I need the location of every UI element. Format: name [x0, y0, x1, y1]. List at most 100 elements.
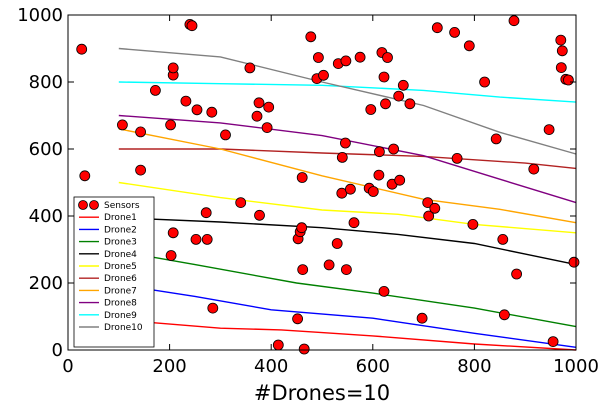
sensor-point	[423, 210, 435, 222]
sensor-point	[190, 233, 202, 245]
series-line-drone4	[118, 217, 577, 266]
sensor-point	[497, 233, 509, 245]
sensor-point	[165, 250, 177, 261]
series-line-drone3	[118, 250, 577, 328]
sensor-point	[336, 151, 348, 163]
legend-box	[73, 196, 155, 348]
sensor-point	[382, 52, 393, 63]
sensor-point	[79, 170, 91, 182]
sensor-point	[547, 336, 559, 348]
sensor-point	[263, 101, 275, 113]
series-line-drone10	[118, 47, 577, 155]
sensor-point	[555, 62, 567, 73]
sensor-point	[404, 98, 416, 110]
series-layer	[118, 47, 577, 351]
sensor-point	[528, 163, 540, 175]
sensor-point	[380, 98, 391, 110]
sensor-point	[490, 133, 502, 145]
sensor-point	[253, 97, 265, 109]
y-tick-label: 1000	[17, 5, 63, 26]
sensor-point	[191, 104, 203, 116]
sensor-point	[201, 233, 213, 245]
sensor-point	[261, 122, 273, 133]
sensor-point	[373, 146, 385, 158]
sensor-point	[296, 222, 308, 234]
sensor-point	[186, 20, 198, 32]
legend-label: Drone7	[104, 286, 137, 296]
sensor-point	[298, 343, 310, 355]
sensor-point	[397, 79, 409, 91]
sensor-point	[200, 207, 212, 219]
sensor-point	[393, 90, 405, 102]
sensor-point	[292, 313, 304, 325]
legend: Sensors Drone1 Drone2 Drone3 Drone4 Drone5 Dro…	[73, 196, 155, 348]
sensor-layer	[76, 15, 580, 355]
sensor-point	[378, 71, 390, 83]
sensor-point	[272, 339, 284, 351]
sensor-point	[167, 227, 179, 239]
sensor-point	[254, 209, 265, 221]
sensor-point	[296, 172, 308, 183]
sensor-point	[165, 119, 177, 131]
sensor-point	[563, 74, 574, 86]
legend-label: Drone6	[104, 274, 137, 284]
legend-marker-sensor	[78, 200, 88, 210]
sensor-point	[463, 40, 475, 52]
sensor-point	[207, 302, 219, 314]
sensor-point	[467, 218, 479, 230]
sensor-point	[451, 152, 463, 164]
sensor-point	[318, 69, 329, 81]
sensor-point	[556, 45, 568, 57]
legend-label: Drone4	[104, 250, 137, 260]
sensor-point	[498, 309, 510, 321]
sensor-point	[555, 34, 567, 46]
x-axis-label: #Drones=10	[254, 381, 390, 405]
legend-label: Drone3	[104, 238, 137, 248]
series-line-drone2	[118, 284, 577, 348]
sensor-point	[305, 31, 317, 43]
legend-marker-sensor	[89, 200, 99, 210]
x-tick-label: 400	[254, 356, 288, 377]
sensor-point	[206, 106, 218, 118]
sensor-point	[365, 104, 377, 115]
sensor-point	[297, 264, 309, 276]
legend-label: Drone8	[104, 299, 137, 309]
sensor-point	[167, 62, 179, 74]
sensor-point	[354, 51, 366, 63]
sensor-point	[378, 285, 390, 297]
y-tick-label: 400	[29, 206, 63, 227]
sensor-point	[511, 268, 522, 280]
y-tick-label: 0	[52, 340, 63, 361]
y-tick-label: 600	[29, 139, 63, 160]
sensor-point	[479, 76, 491, 88]
series-line-drone5	[118, 181, 577, 234]
x-tick-label: 0	[62, 356, 73, 377]
sensor-point	[220, 129, 231, 141]
x-tick-label: 800	[457, 356, 491, 377]
sensor-point	[251, 110, 263, 122]
sensor-point	[235, 197, 247, 209]
sensor-point	[508, 15, 520, 27]
sensor-point	[543, 124, 555, 136]
sensor-point	[367, 186, 379, 197]
legend-label: Sensors	[104, 201, 140, 211]
series-line-drone8	[118, 114, 577, 204]
sensor-point	[323, 259, 335, 271]
sensor-point	[76, 43, 88, 55]
plot-frame	[67, 14, 577, 351]
sensor-point	[348, 217, 360, 229]
sensor-point	[135, 164, 147, 176]
legend-label: Drone10	[104, 323, 143, 333]
sensor-point	[135, 126, 147, 138]
legend-label: Drone9	[104, 311, 137, 321]
sensor-point	[431, 22, 443, 34]
series-line-drone9	[118, 81, 577, 103]
sensor-point	[180, 95, 192, 107]
sensor-point	[429, 202, 441, 214]
legend-label: Drone5	[104, 262, 137, 272]
x-tick-label: 200	[152, 356, 186, 377]
sensor-point	[117, 119, 128, 131]
sensor-point	[340, 55, 352, 67]
sensor-point	[422, 197, 434, 209]
